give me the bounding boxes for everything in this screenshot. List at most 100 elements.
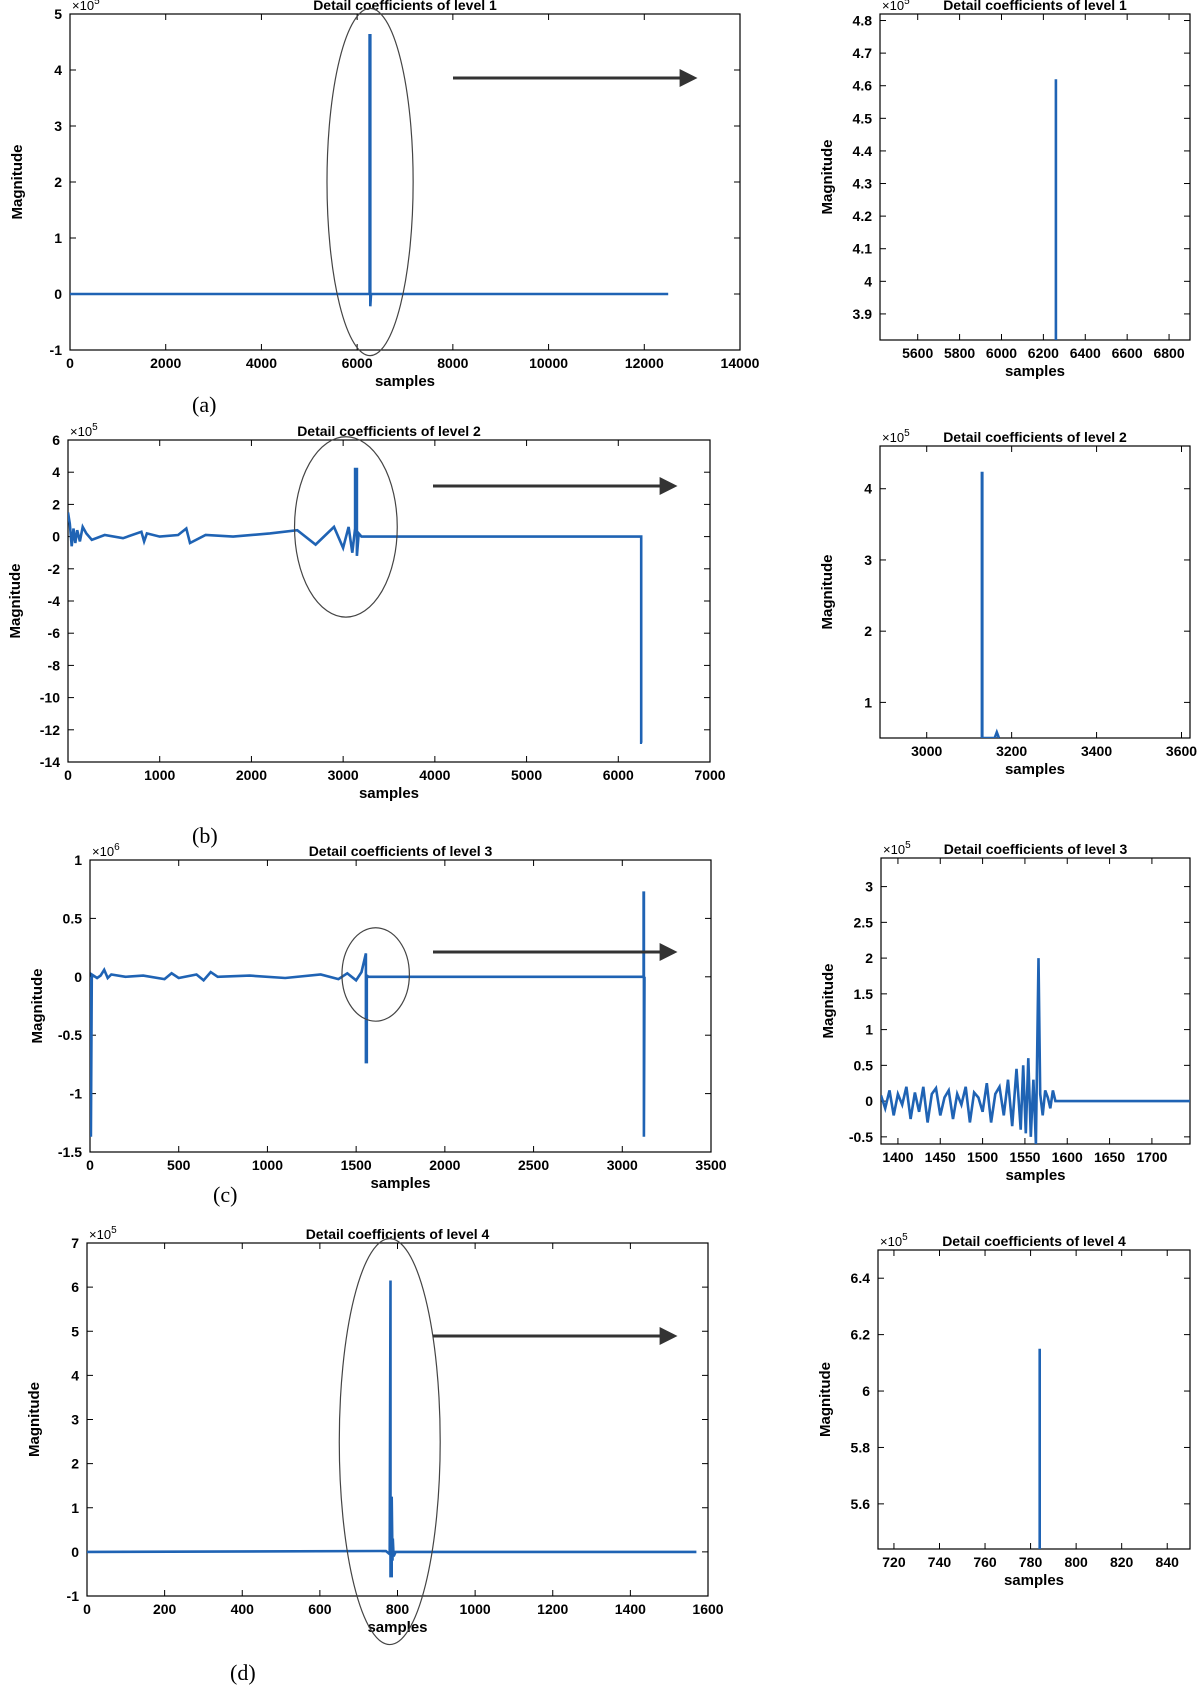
y-tick-label: -14 xyxy=(40,754,60,770)
x-tick-label: 820 xyxy=(1110,1554,1134,1570)
panel-label-b: (b) xyxy=(192,823,218,848)
x-tick-label: 6000 xyxy=(342,355,373,371)
y-tick-label: 6 xyxy=(52,432,60,448)
x-tick-label: 1000 xyxy=(252,1157,283,1173)
arrows xyxy=(433,69,698,1345)
x-tick-label: 1500 xyxy=(967,1149,998,1165)
axis-exponent: ×105 xyxy=(882,0,910,13)
x-axis-label: samples xyxy=(1004,1572,1064,1589)
chart-c-left: 0 500 1000 1500 2000 2500 3000 3500 -1.5 -1 -0.5 0 0… xyxy=(29,842,727,1192)
x-tick-label: 6600 xyxy=(1112,345,1143,361)
x-tick-label: 8000 xyxy=(437,355,468,371)
y-tick-label: 2 xyxy=(864,623,872,639)
x-tick-label: 5800 xyxy=(944,345,975,361)
y-tick-label: -0.5 xyxy=(58,1027,82,1043)
x-tick-label: 840 xyxy=(1156,1554,1180,1570)
y-tick-label: -0.5 xyxy=(849,1129,873,1145)
x-tick-label: 0 xyxy=(83,1601,91,1617)
x-tick-label: 5000 xyxy=(511,767,542,783)
y-tick-label: 4.3 xyxy=(853,176,873,192)
x-tick-label: 4000 xyxy=(419,767,450,783)
x-tick-label: 0 xyxy=(86,1157,94,1173)
x-tick-label: 12000 xyxy=(625,355,664,371)
y-tick-label: 4 xyxy=(54,62,62,78)
x-tick-label: 6800 xyxy=(1153,345,1184,361)
x-tick-label: 1450 xyxy=(925,1149,956,1165)
x-tick-label: 1700 xyxy=(1136,1149,1167,1165)
x-tick-label: 780 xyxy=(1019,1554,1043,1570)
y-tick-label: 6 xyxy=(71,1279,79,1295)
x-axis-label: samples xyxy=(375,373,435,390)
x-tick-label: 1650 xyxy=(1094,1149,1125,1165)
chart-title: Detail coefficients of level 2 xyxy=(297,423,481,439)
chart-d-left: 0 200 400 600 800 1000 1200 1400 1600-101234567×… xyxy=(26,1225,724,1646)
chart-title: Detail coefficients of level 4 xyxy=(942,1233,1126,1249)
axis-exponent: ×105 xyxy=(882,428,910,445)
chart-b-left: 0 1000 2000 3000 4000 5000 6000 7000 -14 -12 -10 -8… xyxy=(7,422,726,802)
y-axis-label: Magnitude xyxy=(819,555,836,630)
x-tick-label: 720 xyxy=(882,1554,906,1570)
axis-exponent: ×105 xyxy=(880,1232,908,1249)
x-tick-label: 2000 xyxy=(150,355,181,371)
y-axis-label: Magnitude xyxy=(9,145,26,220)
panel-label-c: (c) xyxy=(213,1182,237,1207)
y-axis-label: Magnitude xyxy=(29,969,46,1044)
chart-a-right: 5600 5800 6000 6200 6400 6600 6800 3.9 4 4.1 4.2 4.… xyxy=(819,0,1191,380)
y-tick-label: 5.6 xyxy=(851,1496,871,1512)
y-tick-label: -1 xyxy=(50,342,63,358)
y-tick-label: 4 xyxy=(864,481,872,497)
x-axis-label: samples xyxy=(1005,1167,1065,1184)
x-tick-label: 10000 xyxy=(529,355,568,371)
x-tick-label: 1550 xyxy=(1009,1149,1040,1165)
x-tick-label: 1400 xyxy=(882,1149,913,1165)
y-tick-label: 3 xyxy=(864,552,872,568)
y-tick-label: 2 xyxy=(52,496,60,512)
y-tick-label: 2.5 xyxy=(854,914,874,930)
zoom-region-ellipse xyxy=(338,1237,441,1646)
x-tick-label: 800 xyxy=(386,1601,410,1617)
x-tick-label: 2000 xyxy=(429,1157,460,1173)
y-tick-label: 1 xyxy=(865,1022,873,1038)
y-tick-label: 2 xyxy=(865,950,873,966)
x-tick-label: 1500 xyxy=(341,1157,372,1173)
y-tick-label: 5 xyxy=(71,1323,79,1339)
x-tick-label: 5600 xyxy=(902,345,933,361)
x-axis-label: samples xyxy=(1005,363,1065,380)
chart-title: Detail coefficients of level 1 xyxy=(943,0,1127,13)
y-axis-label: Magnitude xyxy=(817,1362,834,1437)
y-tick-label: 0 xyxy=(865,1093,873,1109)
y-tick-label: 1 xyxy=(54,230,62,246)
y-tick-label: 4 xyxy=(52,464,60,480)
y-tick-label: 2 xyxy=(71,1456,79,1472)
x-tick-label: 1400 xyxy=(615,1601,646,1617)
panels: 0 2000 4000 6000 8000 10000 12000 14000-1012345… xyxy=(7,0,1197,1646)
y-tick-label: 4.7 xyxy=(853,45,873,61)
panel-label-a: (a) xyxy=(192,392,216,417)
y-tick-label: 7 xyxy=(71,1235,79,1251)
y-tick-label: 3.9 xyxy=(853,306,873,322)
x-tick-label: 0 xyxy=(64,767,72,783)
y-tick-label: 0.5 xyxy=(63,910,83,926)
series-line xyxy=(980,471,1001,738)
chart-b-right: 3000 3200 3400 3600 1 2 3 4 ×105 Detail coefficie… xyxy=(819,428,1197,778)
x-tick-label: 6000 xyxy=(603,767,634,783)
x-axis-label: samples xyxy=(359,785,419,802)
x-tick-label: 800 xyxy=(1064,1554,1088,1570)
y-tick-label: -1.5 xyxy=(58,1144,82,1160)
chart-a-left: 0 2000 4000 6000 8000 10000 12000 14000-1012345… xyxy=(9,0,760,390)
y-tick-label: 6 xyxy=(862,1383,870,1399)
y-tick-label: 6.2 xyxy=(851,1327,871,1343)
x-tick-label: 3000 xyxy=(328,767,359,783)
x-tick-label: 3400 xyxy=(1081,743,1112,759)
x-tick-label: 3200 xyxy=(996,743,1027,759)
y-tick-label: -10 xyxy=(40,690,60,706)
y-tick-label: -12 xyxy=(40,722,60,738)
plot-frame xyxy=(879,13,1191,341)
x-tick-label: 6200 xyxy=(1028,345,1059,361)
chart-c-right: 1400 1450 1500 1550 1600 1650 1700 -0.5 0 0.5 1 1.5… xyxy=(820,840,1191,1184)
x-tick-label: 1000 xyxy=(144,767,175,783)
series-line xyxy=(68,467,643,745)
x-tick-label: 1200 xyxy=(537,1601,568,1617)
y-axis-label: Magnitude xyxy=(819,140,836,215)
